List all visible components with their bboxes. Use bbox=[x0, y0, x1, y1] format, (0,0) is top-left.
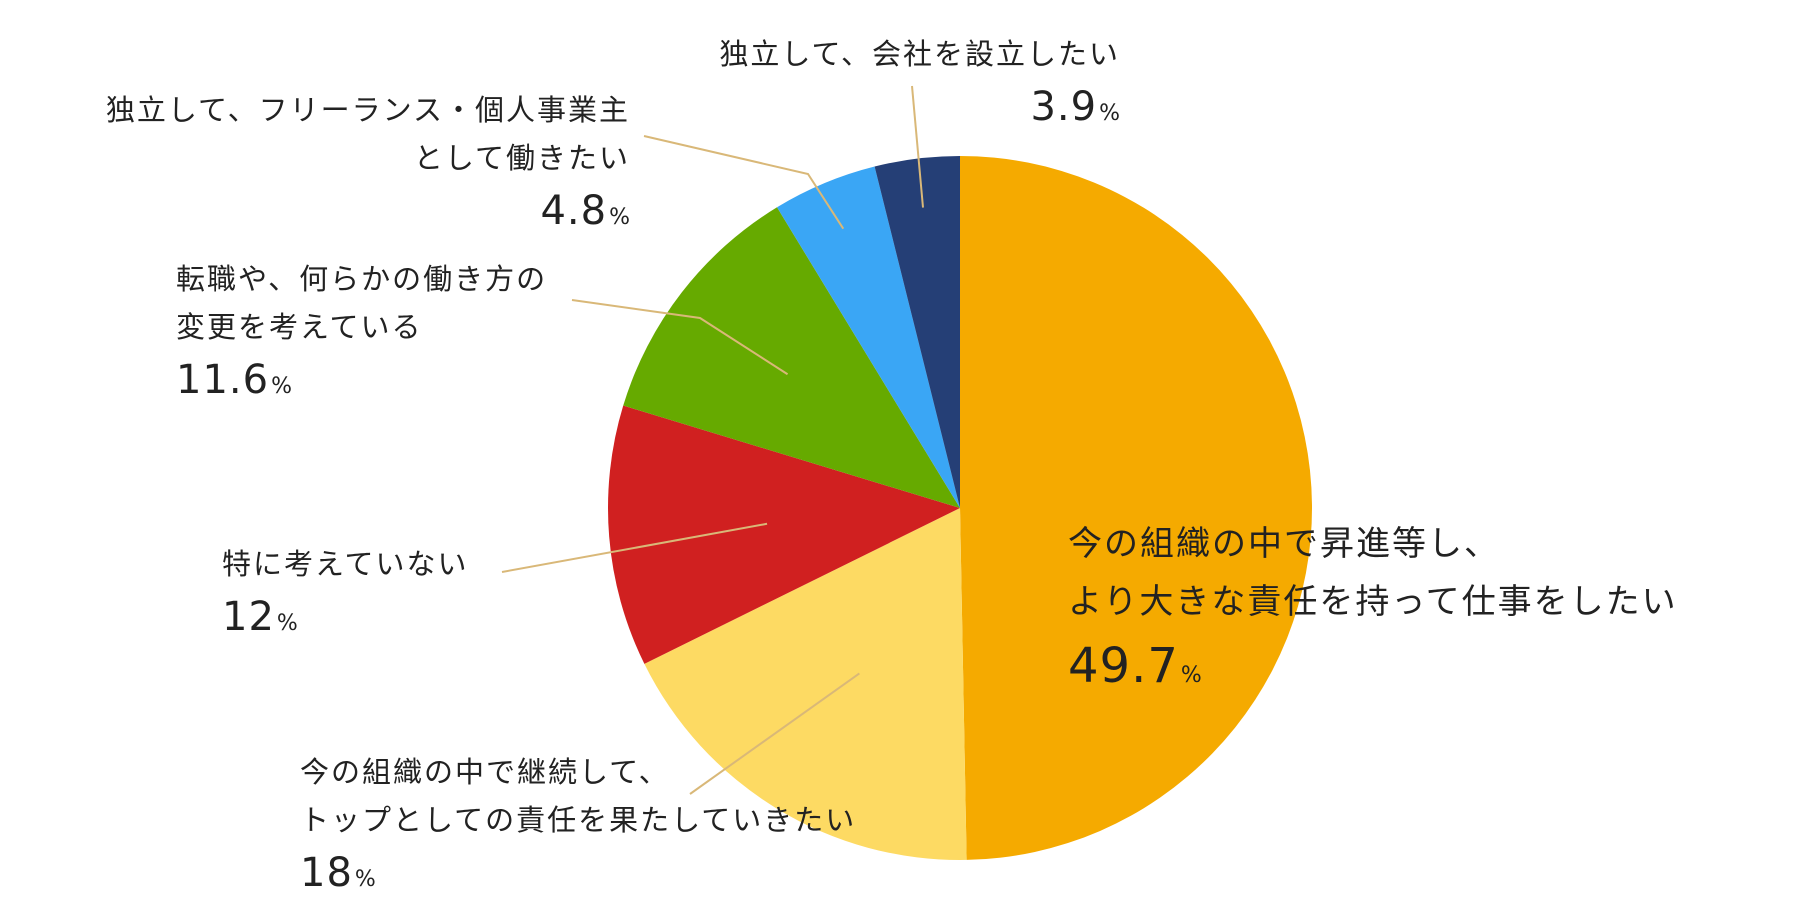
slice-value-found-company: 3.9% bbox=[640, 78, 1120, 143]
percent-unit: % bbox=[354, 867, 376, 892]
pie-slices bbox=[608, 156, 1312, 860]
slice-label-line: 今の組織の中で昇進等し、 bbox=[1068, 524, 1500, 564]
slice-label-line: 転職や、何らかの働き方の bbox=[176, 262, 548, 296]
slice-label-job-change: 転職や、何らかの働き方の 変更を考えている 11.6% bbox=[176, 255, 547, 416]
pie-slice-freelance bbox=[777, 166, 960, 508]
slice-value-promotion: 49.7% bbox=[1068, 631, 1678, 711]
leader-line-freelance bbox=[643, 135, 845, 230]
slice-label-line: 変更を考えている bbox=[176, 310, 423, 344]
slice-label-line: として働きたい bbox=[413, 141, 630, 175]
percent-unit: % bbox=[271, 374, 292, 399]
slice-value-job-change: 11.6% bbox=[176, 351, 547, 416]
slice-label-promotion: 今の組織の中で昇進等し、 より大きな責任を持って仕事をしたい 49.7% bbox=[1068, 515, 1678, 711]
leader-lines bbox=[501, 85, 924, 795]
percent-unit: % bbox=[1099, 101, 1120, 126]
slice-value: 18 bbox=[300, 850, 353, 896]
slice-value-freelance: 4.8% bbox=[70, 182, 630, 247]
slice-value-not-considering: 12% bbox=[222, 588, 469, 653]
percent-unit: % bbox=[1180, 663, 1202, 688]
slice-label-line: 今の組織の中で継続して、 bbox=[300, 755, 670, 789]
slice-value: 3.9 bbox=[1030, 84, 1098, 130]
slice-value: 12 bbox=[222, 594, 275, 640]
slice-value: 4.8 bbox=[540, 188, 608, 234]
slice-label-found-company: 独立して、会社を設立したい 3.9% bbox=[640, 30, 1120, 143]
slice-label-not-considering: 特に考えていない 12% bbox=[222, 540, 469, 653]
slice-value: 11.6 bbox=[176, 357, 270, 403]
slice-label-line: より大きな責任を持って仕事をしたい bbox=[1068, 582, 1678, 622]
pie-slice-job-change bbox=[623, 207, 960, 508]
slice-label-freelance: 独立して、フリーランス・個人事業主 として働きたい 4.8% bbox=[70, 86, 630, 247]
leader-line-not-considering bbox=[501, 522, 768, 573]
slice-label-continue-top: 今の組織の中で継続して、 トップとしての責任を果たしていきたい 18% bbox=[300, 748, 856, 909]
pie-slice-found-company bbox=[874, 156, 960, 508]
slice-value: 49.7 bbox=[1068, 638, 1179, 694]
leader-line-found-company bbox=[911, 85, 924, 208]
slice-label-line: トップとしての責任を果たしていきたい bbox=[300, 803, 857, 837]
percent-unit: % bbox=[609, 205, 630, 230]
slice-label-line: 独立して、会社を設立したい bbox=[719, 37, 1120, 71]
pie-slice-continue-top bbox=[644, 508, 967, 860]
leader-line-job-change bbox=[571, 299, 789, 376]
slice-label-line: 特に考えていない bbox=[222, 547, 469, 581]
slice-label-line: 独立して、フリーランス・個人事業主 bbox=[105, 93, 630, 127]
pie-slice-promotion bbox=[960, 156, 1312, 860]
leader-line-continue-top bbox=[689, 672, 860, 795]
percent-unit: % bbox=[276, 611, 298, 636]
slice-value-continue-top: 18% bbox=[300, 844, 856, 909]
pie-slice-not-considering bbox=[608, 405, 960, 664]
